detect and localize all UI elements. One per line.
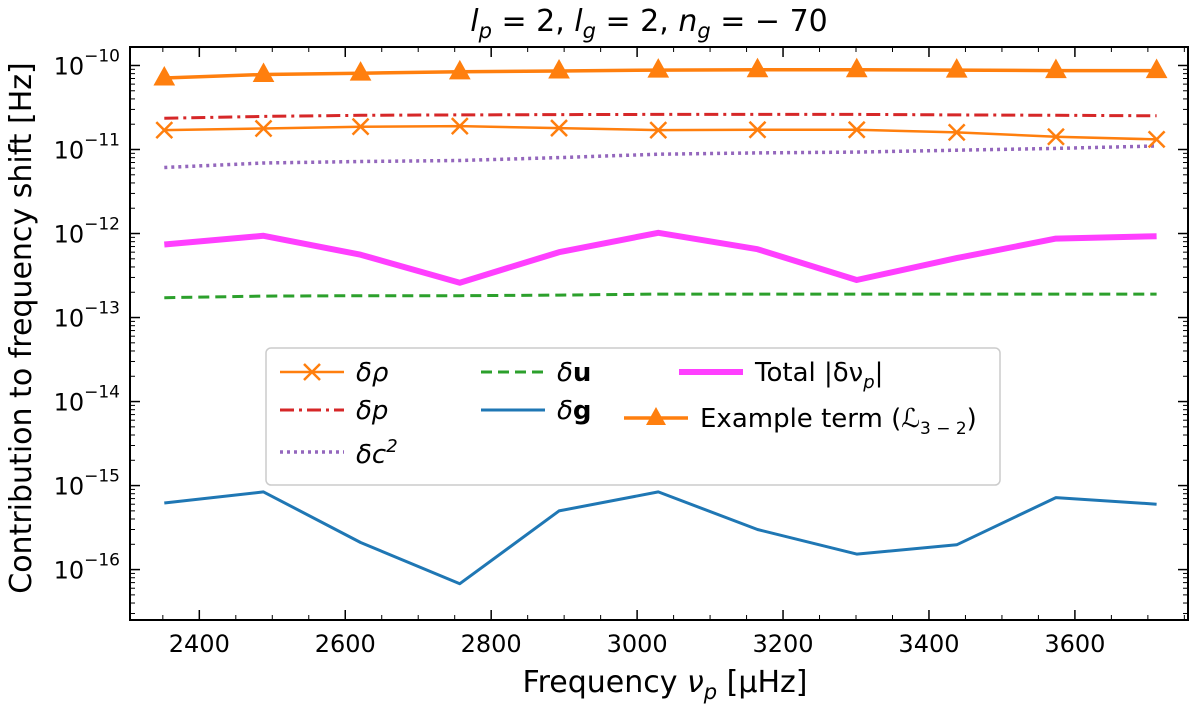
point-drho-7 <box>847 120 866 139</box>
point-drho-6 <box>748 120 767 139</box>
point-drho-2 <box>351 117 370 136</box>
x-tick-label-3200: 3200 <box>753 630 814 658</box>
point-example-9 <box>1045 58 1067 79</box>
point-example-6 <box>746 57 769 78</box>
series-line-dg <box>164 490 1157 586</box>
series-layer <box>153 57 1168 586</box>
point-drho-10 <box>1147 130 1166 149</box>
y-tick-label--12: 10−12 <box>54 215 120 249</box>
point-example-3 <box>448 59 471 80</box>
legend-label-dg: δg <box>557 396 592 426</box>
legend-swatches <box>280 363 743 454</box>
point-drho-8 <box>947 123 966 142</box>
x-tick-label-2800: 2800 <box>461 630 522 658</box>
legend-label-total: Total |δνp| <box>754 358 883 393</box>
y-tick-label--11: 10−11 <box>54 131 120 165</box>
legend-marker-drho <box>303 363 321 381</box>
x-tick-label-3600: 3600 <box>1044 630 1105 658</box>
series-line-du <box>164 292 1157 300</box>
point-drho-4 <box>550 119 568 137</box>
legend: δρ δp δc2 δu δg Total |δνp| Example term… <box>265 347 1001 486</box>
point-example-1 <box>252 62 275 83</box>
legend-marker-example <box>646 407 666 425</box>
point-drho-1 <box>254 119 273 138</box>
chart-title: lp = 2, lg = 2, ng = − 70 <box>470 4 828 43</box>
x-tick-label-3400: 3400 <box>898 630 959 658</box>
x-axis-title: Frequency νp [μHz] <box>523 665 808 704</box>
legend-label-dp: δp <box>356 396 388 426</box>
point-drho-9 <box>1047 127 1065 146</box>
y-axis-title: Contribution to frequency shift [Hz] <box>4 62 39 594</box>
x-tick-label-2400: 2400 <box>169 630 230 658</box>
point-drho-5 <box>649 121 668 140</box>
y-tick-label--14: 10−14 <box>54 383 120 417</box>
x-tick-label-2600: 2600 <box>315 630 376 658</box>
point-example-5 <box>647 58 670 78</box>
point-drho-0 <box>155 121 174 140</box>
point-example-10 <box>1145 58 1168 79</box>
point-drho-3 <box>450 117 469 135</box>
series-line-dp <box>164 112 1157 120</box>
legend-label-example: Example term (ℒ3 − 2) <box>700 404 977 439</box>
legend-label-dc2: δc2 <box>356 436 398 470</box>
plot-frame <box>129 46 1189 621</box>
point-example-0 <box>153 65 176 86</box>
y-tick-label--13: 10−13 <box>54 299 120 333</box>
legend-label-du: δu <box>557 358 591 388</box>
point-example-4 <box>548 58 570 79</box>
point-example-2 <box>349 61 372 81</box>
series-line-total <box>164 229 1157 286</box>
x-tick-label-3000: 3000 <box>607 630 668 658</box>
series-line-dc2 <box>164 144 1157 170</box>
y-tick-label--15: 10−15 <box>54 467 120 501</box>
point-example-7 <box>845 57 868 78</box>
point-example-8 <box>945 58 968 78</box>
y-tick-label--10: 10−10 <box>54 46 120 80</box>
y-tick-label--16: 10−16 <box>54 551 120 585</box>
legend-label-drho: δρ <box>356 358 389 388</box>
